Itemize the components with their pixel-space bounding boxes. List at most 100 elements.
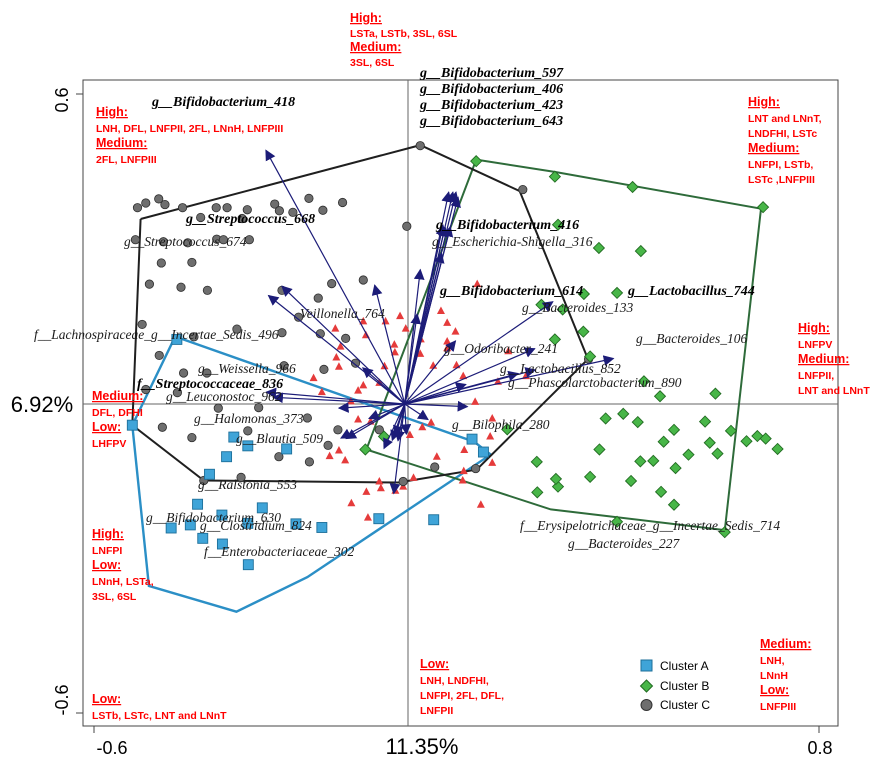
annotation-heading: High:: [96, 105, 128, 119]
cluster-c-point: [402, 221, 412, 231]
annotation-bottom-left: Low: LSTb, LSTc, LNT and LNnT: [92, 692, 227, 722]
cluster-b-point: [698, 415, 712, 428]
legend-marker-cluster-b: [639, 679, 654, 693]
cluster-c-point: [189, 332, 199, 342]
legend-marker-cluster-c: [640, 699, 653, 711]
legend-label-cluster-b: Cluster B: [660, 679, 709, 693]
annotation-text: LNH, LNDFHI,: [420, 675, 489, 687]
taxon-label: g__Streptococcus_668: [185, 212, 315, 227]
cluster-c-point: [430, 462, 440, 472]
taxon-label: g__Clostridium_824: [200, 518, 312, 533]
cluster-b-point: [549, 472, 563, 486]
cluster-b-point: [703, 436, 716, 449]
cluster-b-point: [592, 241, 606, 255]
cluster-c-point: [236, 472, 246, 482]
taxa-vectors: [265, 149, 615, 495]
cluster-a-point: [126, 419, 138, 431]
annotation-text: LNT and LNnT,: [748, 113, 822, 125]
cluster-a-point: [228, 431, 240, 443]
taxon-vector: [265, 387, 405, 405]
cluster-c-point: [172, 388, 182, 398]
cluster-c-point: [323, 440, 333, 450]
sample-point-red: [390, 347, 399, 356]
sample-point-red: [460, 445, 469, 453]
cluster-b-point: [501, 423, 514, 436]
annotation-text: 3SL, 6SL: [92, 591, 137, 603]
cluster-a-point: [216, 538, 228, 550]
taxon-label: g__Bacteroides_227: [568, 536, 680, 551]
cluster-c-point: [279, 361, 289, 371]
cluster-b-point: [551, 218, 565, 231]
taxon-vector: [361, 367, 406, 405]
taxon-label: f__Enterobacteriaceae_302: [204, 544, 354, 559]
cluster-c-point: [277, 328, 287, 338]
taxon-vector: [404, 224, 447, 405]
cluster-c-point: [242, 205, 252, 215]
cluster-c-point: [274, 452, 284, 462]
taxon-vector: [265, 149, 406, 405]
sample-point-red: [427, 418, 436, 426]
cluster-a-point: [316, 522, 328, 533]
cluster-b-point: [610, 286, 624, 300]
y-tick-label-top: 0.6: [52, 87, 72, 112]
cluster-c-point: [304, 193, 314, 203]
annotation-heading: Low:: [92, 420, 121, 434]
cluster-b-point: [634, 244, 647, 258]
annotation-top-left: High: LNH, DFL, LNFPII, 2FL, LNnH, LNFPII…: [96, 105, 283, 166]
cluster-c-point: [177, 203, 188, 213]
cluster-c-point: [398, 476, 408, 487]
cluster-c-point: [141, 198, 151, 208]
taxon-label: g__Bifidobacterium_423: [419, 98, 563, 113]
cluster-c-point: [270, 199, 280, 209]
cluster-b-point: [718, 525, 731, 539]
cluster-b-point: [771, 442, 784, 456]
sample-point-red: [401, 324, 410, 332]
cluster-c-point: [144, 279, 155, 289]
taxon-vector: [371, 284, 406, 405]
taxon-label: g__Leuconostoc_962: [166, 389, 282, 404]
cluster-c-point: [137, 319, 147, 330]
cluster-c-point: [158, 237, 168, 247]
annotation-heading: Medium:: [798, 352, 849, 366]
cluster-a-point: [428, 514, 440, 526]
annotation-text: LSTa, LSTb, 3SL, 6SL: [350, 28, 458, 40]
cluster-c-point: [183, 238, 193, 248]
sample-point-red: [376, 483, 385, 492]
cluster-c-point: [187, 257, 197, 268]
taxon-vector: [404, 355, 615, 405]
legend: Cluster A Cluster B Cluster C: [639, 659, 710, 712]
cluster-c-point: [187, 432, 197, 443]
cluster-c-point: [213, 403, 223, 413]
taxon-vector: [404, 252, 445, 405]
cluster-b-point: [577, 325, 590, 338]
annotation-heading: Medium:: [760, 637, 811, 651]
sample-point-red: [362, 487, 371, 495]
cluster-b-point: [631, 415, 644, 429]
cluster-c-point: [350, 358, 361, 368]
annotation-text: 2FL, LNFPIII: [96, 154, 157, 166]
cluster-b-point: [593, 443, 606, 456]
sample-point-red: [363, 513, 372, 521]
cluster-c-point: [319, 364, 329, 374]
taxon-label: g__Bifidobacterium_406: [419, 82, 563, 97]
annotation-text: LNFPI, 2FL, DFL,: [420, 690, 504, 702]
cluster-c-point: [132, 203, 143, 213]
sample-point-red: [504, 346, 513, 355]
taxon-label: g__Bacteroides_133: [522, 300, 633, 315]
sample-point-red: [443, 318, 452, 326]
taxon-vector: [404, 347, 536, 405]
taxon-label: Veillonella_764: [300, 306, 385, 321]
sample-point-red: [359, 316, 368, 325]
taxon-label: f__Lachnospiraceae_g__Incertae_Sedis_496: [34, 327, 279, 342]
annotation-heading: High:: [798, 321, 830, 335]
cluster-b-point: [599, 412, 612, 425]
taxon-label: g__Bacteroides_106: [636, 331, 747, 346]
cluster-c-point: [202, 285, 213, 295]
taxon-label: g__Blautia_509: [236, 431, 323, 446]
taxon-vector: [345, 403, 406, 440]
sample-point-red: [347, 498, 356, 507]
